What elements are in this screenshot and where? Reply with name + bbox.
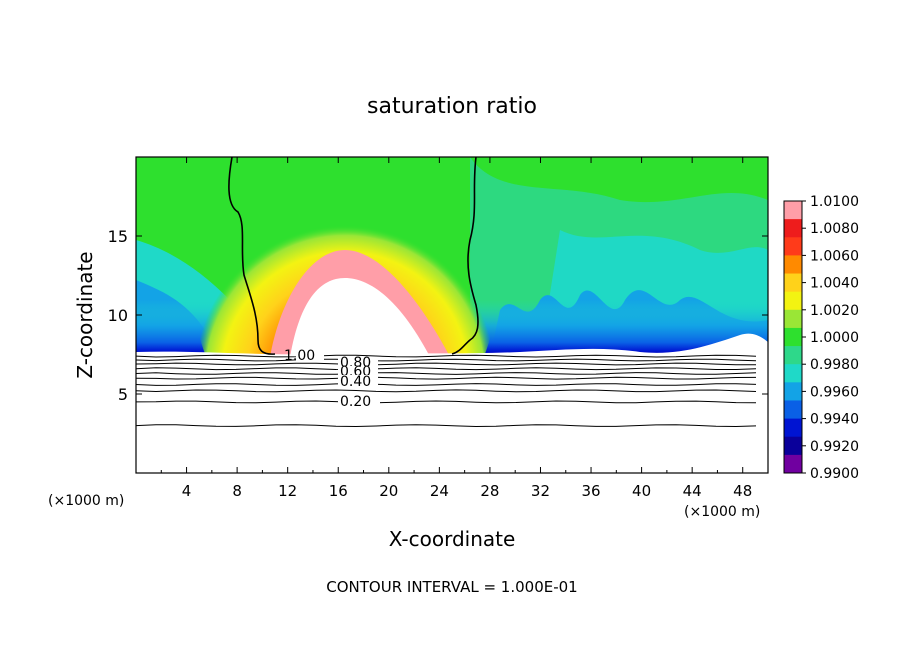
y-tick-label: 15	[108, 227, 128, 246]
x-tick-label: 4	[182, 482, 192, 500]
x-tick-label: 36	[581, 482, 600, 500]
colorbar-swatch	[784, 255, 802, 274]
contour-label-0.20: 0.20	[340, 394, 371, 410]
colorbar-swatch	[784, 418, 802, 438]
contour-label-bg	[338, 375, 378, 387]
colorbar-swatch	[784, 454, 802, 474]
colorbar-label: 1.0040	[810, 276, 859, 292]
x-tick-label: 20	[379, 482, 398, 500]
x-tick-label: 24	[430, 482, 449, 500]
contour-lines	[135, 354, 757, 428]
x-tick-label: 40	[632, 482, 651, 500]
colorbar-label: 1.0000	[810, 330, 859, 346]
contour-line-0.50	[135, 376, 757, 380]
colorbar-label: 0.9920	[810, 439, 859, 455]
contour-label-bg	[338, 394, 380, 408]
colorbar-label: 0.9940	[810, 412, 859, 428]
contour-interval-footer: CONTOUR INTERVAL = 1.000E-01	[326, 578, 577, 596]
contour-label-0.40: 0.40	[340, 374, 371, 390]
colorbar-swatch	[784, 201, 802, 220]
contour-line-0.10	[135, 424, 757, 428]
colorbar-swatch	[784, 237, 802, 256]
x-tick-label: 44	[683, 482, 702, 500]
x-tick-label: 12	[278, 482, 297, 500]
chart-title: saturation ratio	[367, 94, 537, 119]
x-unit-right: (×1000 m)	[684, 504, 760, 520]
colorbar-swatch	[784, 436, 802, 456]
x-tick-label: 48	[733, 482, 752, 500]
contour-1.00-left	[228, 156, 276, 355]
colorbar-swatch	[784, 219, 802, 238]
x-tick-label: 32	[531, 482, 550, 500]
x-tick-label: 8	[232, 482, 242, 500]
contour-label-bg	[338, 358, 378, 368]
contour-line-0.70	[135, 367, 757, 371]
colorbar-label: 1.0060	[810, 248, 859, 264]
contour-line-0.30	[135, 389, 757, 393]
colorbar-swatch	[784, 273, 802, 293]
contour-label-1.00: 1.00	[284, 348, 315, 364]
x-tick-label: 28	[480, 482, 499, 500]
colorbar-swatch	[784, 346, 802, 365]
y-axis-ticks: 5 10 15	[108, 227, 768, 404]
y-axis-label: Z-coordinate	[73, 251, 97, 378]
subcloud-region	[136, 333, 768, 473]
contour-1.00-right	[451, 156, 479, 355]
colorbar-label: 0.9960	[810, 384, 859, 400]
contour-line-0.60	[135, 372, 757, 375]
contour-label-bg	[296, 349, 324, 361]
colorbar-labels: 1.0100 1.0080 1.0060 1.0040 1.0020 1.0000 0.99…	[802, 194, 859, 482]
heatmap-field	[136, 157, 768, 473]
colorbar-label: 1.0100	[810, 194, 859, 210]
contour-label-bg	[338, 366, 378, 376]
colorbar	[784, 201, 802, 474]
colorbar-label: 0.9900	[810, 466, 859, 482]
colorbar-label: 1.0020	[810, 303, 859, 319]
x-tick-label: 16	[329, 482, 348, 500]
colorbar-swatch	[784, 327, 802, 347]
colorbar-label: 0.9980	[810, 357, 859, 373]
y-tick-label: 5	[118, 385, 128, 404]
contour-line-0.80	[135, 362, 756, 366]
x-axis-ticks: 4 8 12 16 20 24 28 32 36 40 44 48	[160, 157, 752, 500]
colorbar-swatch	[784, 382, 802, 401]
x-axis-label: X-coordinate	[389, 527, 516, 551]
colorbar-swatch	[784, 309, 802, 329]
contour-line-0.90	[135, 358, 757, 362]
colorbar-label: 1.0080	[810, 221, 859, 237]
contour-line-1.00	[135, 354, 757, 358]
contour-line-0.20	[135, 400, 757, 404]
colorbar-swatch	[784, 291, 802, 311]
colorbar-swatch	[784, 400, 802, 419]
supersaturated-core	[290, 278, 430, 357]
contour-labels: 1.00 0.80 0.60 0.40 0.20	[284, 348, 380, 410]
contour-line-0.40	[135, 383, 757, 386]
colorbar-swatch	[784, 364, 802, 383]
y-tick-label: 10	[108, 306, 128, 325]
x-unit-left: (×1000 m)	[48, 493, 124, 509]
